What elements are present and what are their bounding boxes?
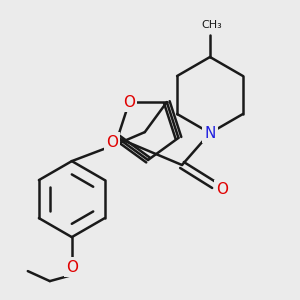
Text: O: O xyxy=(106,135,118,150)
Text: O: O xyxy=(66,260,78,274)
Text: CH₃: CH₃ xyxy=(202,20,222,30)
Text: O: O xyxy=(216,182,228,197)
Text: O: O xyxy=(123,94,135,110)
Text: N: N xyxy=(204,125,216,140)
